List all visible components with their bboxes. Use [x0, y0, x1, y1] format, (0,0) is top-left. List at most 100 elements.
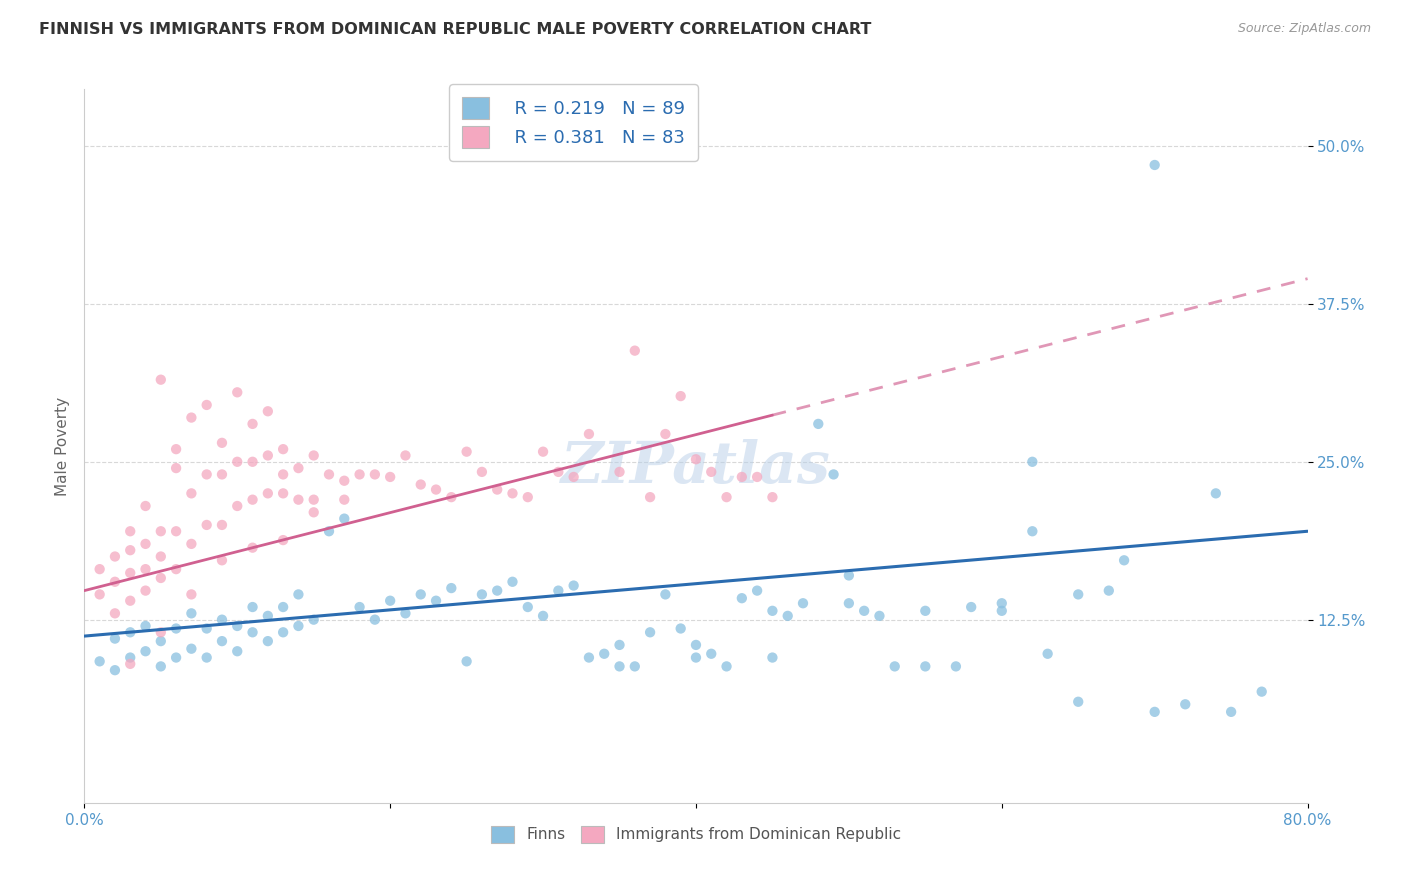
- Point: [302, 613, 325, 627]
- Point: [271, 442, 294, 457]
- Point: [149, 373, 172, 387]
- Point: [89, 562, 111, 576]
- Point: [349, 600, 371, 615]
- Point: [195, 517, 218, 532]
- Point: [471, 587, 494, 601]
- Point: [883, 659, 905, 673]
- Point: [991, 596, 1014, 610]
- Point: [578, 650, 600, 665]
- Point: [440, 581, 463, 595]
- Point: [1036, 647, 1059, 661]
- Point: [89, 654, 111, 668]
- Legend: Finns, Immigrants from Dominican Republic: Finns, Immigrants from Dominican Republi…: [485, 820, 907, 848]
- Point: [242, 417, 264, 431]
- Point: [333, 511, 356, 525]
- Point: [945, 659, 967, 673]
- Point: [120, 650, 142, 665]
- Point: [195, 398, 218, 412]
- Point: [165, 650, 187, 665]
- Point: [211, 634, 233, 648]
- Point: [242, 492, 264, 507]
- Point: [1067, 587, 1090, 601]
- Point: [271, 625, 294, 640]
- Point: [761, 490, 783, 504]
- Point: [960, 600, 983, 615]
- Point: [380, 470, 402, 484]
- Point: [257, 634, 280, 648]
- Point: [776, 608, 799, 623]
- Point: [226, 455, 249, 469]
- Point: [349, 467, 371, 482]
- Point: [991, 604, 1014, 618]
- Point: [624, 343, 647, 358]
- Point: [149, 625, 172, 640]
- Point: [302, 449, 325, 463]
- Point: [271, 486, 294, 500]
- Point: [700, 647, 723, 661]
- Point: [456, 654, 478, 668]
- Point: [1021, 455, 1043, 469]
- Point: [149, 524, 172, 539]
- Point: [409, 477, 432, 491]
- Point: [165, 622, 187, 636]
- Point: [257, 486, 280, 500]
- Point: [257, 404, 280, 418]
- Point: [1114, 553, 1136, 567]
- Point: [287, 461, 309, 475]
- Point: [747, 470, 769, 484]
- Point: [700, 465, 723, 479]
- Point: [685, 650, 707, 665]
- Point: [486, 483, 509, 497]
- Point: [211, 467, 233, 482]
- Point: [135, 619, 157, 633]
- Point: [135, 499, 157, 513]
- Point: [271, 467, 294, 482]
- Point: [1098, 583, 1121, 598]
- Point: [120, 543, 142, 558]
- Point: [380, 593, 402, 607]
- Point: [838, 568, 860, 582]
- Point: [211, 435, 233, 450]
- Point: [287, 587, 309, 601]
- Point: [716, 659, 738, 673]
- Point: [211, 517, 233, 532]
- Point: [609, 465, 631, 479]
- Point: [318, 524, 340, 539]
- Point: [409, 587, 432, 601]
- Point: [302, 505, 325, 519]
- Point: [333, 492, 356, 507]
- Text: Source: ZipAtlas.com: Source: ZipAtlas.com: [1237, 22, 1371, 36]
- Point: [853, 604, 876, 618]
- Point: [1174, 698, 1197, 712]
- Point: [135, 562, 157, 576]
- Point: [165, 524, 187, 539]
- Point: [302, 492, 325, 507]
- Point: [394, 449, 416, 463]
- Point: [120, 625, 142, 640]
- Point: [104, 574, 127, 589]
- Point: [654, 427, 676, 442]
- Point: [731, 470, 754, 484]
- Point: [180, 537, 202, 551]
- Point: [1220, 705, 1243, 719]
- Point: [149, 549, 172, 564]
- Point: [609, 638, 631, 652]
- Point: [716, 490, 738, 504]
- Point: [242, 541, 264, 555]
- Point: [180, 587, 202, 601]
- Point: [89, 587, 111, 601]
- Point: [195, 622, 218, 636]
- Point: [502, 486, 524, 500]
- Point: [547, 583, 569, 598]
- Point: [180, 410, 202, 425]
- Point: [195, 650, 218, 665]
- Point: [242, 455, 264, 469]
- Point: [180, 486, 202, 500]
- Point: [104, 607, 127, 621]
- Point: [364, 613, 387, 627]
- Text: ZIPatlas: ZIPatlas: [561, 439, 831, 496]
- Point: [685, 638, 707, 652]
- Point: [531, 444, 554, 458]
- Point: [869, 608, 891, 623]
- Point: [242, 625, 264, 640]
